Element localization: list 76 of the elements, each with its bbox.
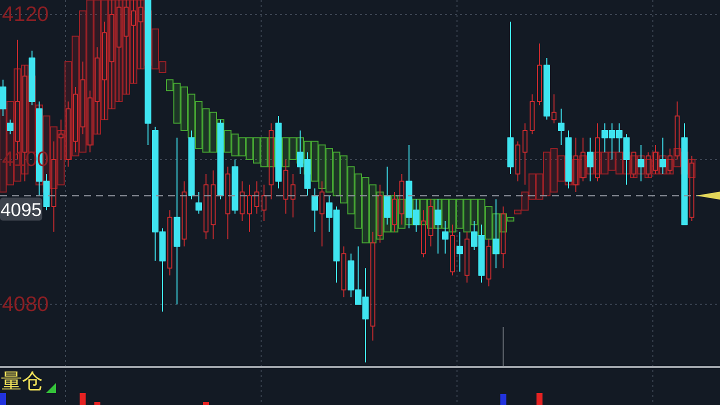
- y-tick-label: 4120: [2, 2, 49, 26]
- bar: [202, 108, 210, 153]
- bar: [188, 94, 196, 138]
- bar: [158, 61, 166, 73]
- candlestick: [247, 184, 252, 232]
- candlestick: [167, 210, 172, 276]
- bar: [536, 173, 544, 200]
- candlestick: [182, 180, 187, 247]
- bar: [543, 152, 550, 196]
- candlestick: [580, 137, 586, 182]
- candlestick: [595, 122, 600, 182]
- bar: [238, 137, 246, 156]
- bar: [521, 192, 529, 211]
- bar: [448, 198, 456, 232]
- bar: [332, 152, 340, 196]
- bar: [442, 198, 449, 229]
- bar: [485, 206, 492, 240]
- candlestick: [174, 137, 180, 305]
- bar: [506, 216, 514, 222]
- candlestick: [507, 21, 514, 174]
- candlestick: [392, 192, 397, 232]
- candlestick: [341, 246, 346, 298]
- bar: [253, 137, 260, 164]
- chart-title: 量仓: [1, 369, 43, 393]
- candlestick: [544, 57, 550, 120]
- bar: [616, 152, 623, 174]
- candlestick: [537, 42, 542, 106]
- candlestick: [558, 108, 564, 146]
- bar: [354, 173, 362, 229]
- candlestick: [240, 180, 245, 222]
- candlestick: [378, 184, 382, 244]
- bar: [470, 198, 478, 226]
- bar: [173, 82, 181, 124]
- bar: [601, 152, 608, 174]
- bar: [195, 100, 202, 150]
- bar: [224, 130, 232, 153]
- candlestick: [290, 173, 296, 218]
- candlestick: [668, 148, 672, 174]
- bar: [347, 166, 355, 214]
- bar: [166, 79, 174, 92]
- bar: [550, 148, 558, 193]
- candlestick: [210, 170, 216, 240]
- bar: [260, 137, 268, 168]
- bar: [369, 184, 376, 244]
- candlestick: [552, 94, 556, 124]
- bar: [180, 86, 188, 131]
- candlestick: [232, 158, 238, 214]
- bar: [210, 112, 217, 153]
- bar: [463, 198, 471, 232]
- bar: [362, 177, 370, 244]
- candlestick: [225, 166, 230, 240]
- bar: [514, 210, 522, 214]
- candlestick: [312, 188, 318, 232]
- bar: [318, 144, 326, 189]
- bar: [311, 140, 318, 182]
- ref-line-label: 4095: [0, 199, 42, 220]
- candlestick: [515, 140, 520, 182]
- bar: [326, 148, 333, 193]
- bar: [456, 198, 464, 229]
- y-tick-label: 4080: [2, 292, 49, 316]
- bar: [289, 137, 297, 160]
- bar: [558, 155, 565, 182]
- bar: [340, 155, 348, 204]
- candlestick: [653, 144, 658, 174]
- bar: [528, 173, 536, 200]
- candlestick: [522, 122, 528, 186]
- candlestick: [204, 173, 208, 240]
- candlestick: [7, 119, 14, 135]
- candlestick: [262, 184, 266, 222]
- candlestick: [456, 231, 463, 272]
- bar: [608, 152, 616, 171]
- candlestick: [254, 180, 260, 214]
- candlestick: [530, 94, 535, 135]
- candlestick: [196, 192, 202, 214]
- bar: [246, 137, 254, 160]
- bar: [231, 134, 239, 156]
